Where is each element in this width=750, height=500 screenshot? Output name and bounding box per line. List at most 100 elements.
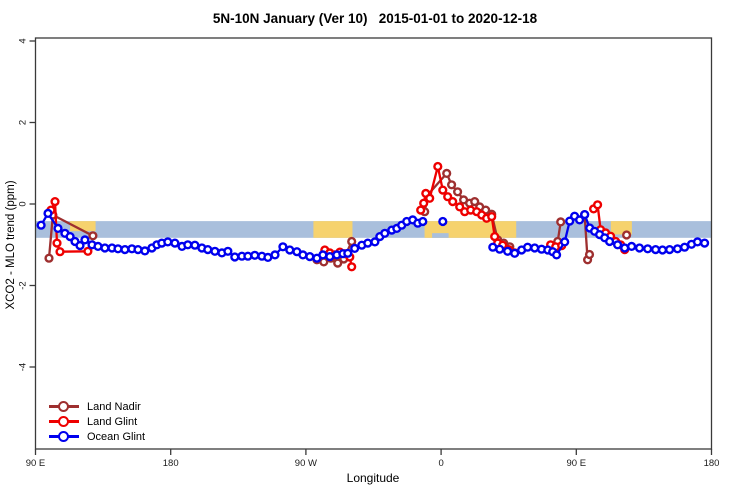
legend-item-land-glint: Land Glint (49, 414, 145, 429)
tick-labels: 90 E 180 90 W 0 90 E 180 4 2 0 -2 -4 (18, 38, 720, 469)
land-glint-marker-icon (49, 415, 79, 428)
data-point (551, 250, 562, 260)
data-point (487, 212, 497, 222)
data-point (278, 242, 288, 252)
data-point (75, 241, 85, 251)
ocean-glint-marker-icon (49, 430, 79, 443)
data-point (442, 168, 452, 179)
data-point (53, 223, 63, 234)
data-point (580, 210, 590, 220)
land-nadir-marker-icon (49, 400, 79, 413)
y-tick-label: 2 (18, 120, 29, 125)
data-point (350, 243, 360, 254)
data-point (621, 230, 632, 240)
data-point (50, 197, 60, 207)
data-point (380, 228, 390, 238)
data-point (285, 245, 295, 255)
y-tick-label: -2 (18, 281, 29, 289)
data-point (347, 236, 357, 247)
data-point (416, 205, 426, 215)
axes (29, 37, 713, 455)
data-point (43, 208, 53, 219)
x-axis-label: Longitude (346, 471, 400, 485)
data-point (319, 257, 329, 267)
land-patch (70, 221, 96, 232)
data-point (643, 244, 653, 254)
data-point (52, 238, 62, 248)
data-point (263, 252, 273, 263)
data-point (530, 243, 540, 253)
data-point (470, 197, 480, 207)
data-point (140, 246, 150, 256)
data-point (343, 248, 353, 258)
data-point (183, 240, 193, 250)
data-point (657, 245, 668, 255)
data-point (438, 216, 448, 227)
data-point (447, 180, 457, 190)
legend-item-ocean-glint: Ocean Glint (49, 429, 145, 444)
y-tick-label: -4 (18, 363, 29, 371)
data-point (433, 161, 443, 172)
data-point (418, 216, 428, 227)
data-point (333, 258, 343, 268)
chart-title: 5N-10N January (Ver 10) 2015-01-01 to 20… (212, 11, 538, 26)
data-point (223, 246, 233, 256)
y-tick-label: 0 (18, 201, 29, 206)
data-point (522, 242, 533, 252)
data-point (270, 250, 280, 260)
data-point (325, 252, 335, 262)
data-point (672, 244, 683, 254)
data-point (163, 237, 173, 247)
data-point (370, 237, 380, 247)
data-point (425, 193, 435, 203)
data-point (419, 198, 429, 208)
data-point (448, 197, 458, 207)
data-point (88, 231, 98, 241)
data-point (495, 244, 505, 254)
legend-label-land-nadir: Land Nadir (87, 400, 141, 413)
data-point (243, 251, 253, 261)
data-point (699, 238, 710, 248)
data-point (190, 240, 200, 250)
x-tick-label: 90 E (567, 458, 587, 469)
data-point (55, 247, 65, 257)
y-tick-label: 4 (18, 38, 29, 43)
x-tick-label: 180 (163, 458, 179, 469)
data-point (203, 245, 213, 255)
series-ocean-glint (36, 208, 710, 263)
legend: Land Nadir Land Glint Ocean Glint (49, 399, 145, 444)
x-tick-label: 90 E (26, 458, 46, 469)
x-tick-label: 90 W (295, 458, 317, 469)
data-point (438, 185, 448, 195)
ocean-notch (432, 233, 449, 238)
data-point (133, 245, 143, 255)
legend-label-land-glint: Land Glint (87, 415, 138, 428)
land-patch (313, 221, 353, 238)
legend-label-ocean-glint: Ocean Glint (87, 430, 146, 443)
data-point (347, 262, 357, 272)
data-point (556, 217, 566, 227)
data-point (305, 252, 315, 262)
data-point (626, 241, 637, 252)
data-point (453, 187, 463, 197)
data-point (363, 238, 373, 248)
data-point (80, 235, 90, 245)
data-point (692, 237, 703, 247)
x-tick-label: 0 (438, 458, 443, 469)
data-point (83, 246, 93, 256)
data-point (120, 245, 130, 255)
data-point (664, 245, 675, 255)
data-point (584, 249, 595, 260)
y-axis-label: XCO2 - MLO trend (ppm) (5, 180, 17, 310)
legend-item-land-nadir: Land Nadir (49, 399, 145, 414)
data-point (503, 246, 513, 256)
data-point (574, 215, 585, 225)
data-point (510, 248, 520, 258)
data-point (560, 237, 570, 247)
data-point (230, 252, 240, 262)
data-point (210, 246, 220, 256)
data-point (170, 238, 180, 248)
x-tick-label: 180 (704, 458, 720, 469)
